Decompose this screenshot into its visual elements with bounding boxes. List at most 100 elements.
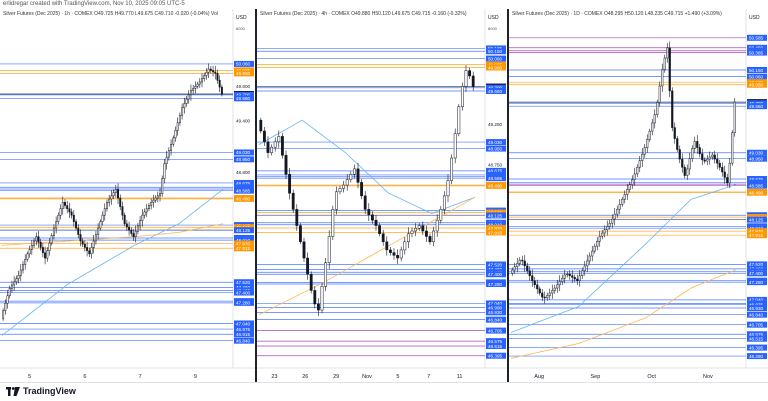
price-label-box (234, 237, 254, 244)
price-tick-label: 48.950 (749, 156, 763, 161)
price-label-box (486, 271, 506, 278)
candle-down (298, 225, 302, 243)
price-tick-label: 50.060 (236, 62, 250, 67)
candle-up (446, 180, 450, 197)
price-tick-label: 47.400 (749, 271, 763, 276)
candle-up (46, 250, 49, 259)
price-label-box (486, 167, 506, 174)
price-label-box (747, 232, 767, 239)
candle-down (302, 241, 306, 259)
chart-canvas-1d[interactable]: USD50.58550.45050.41050.38550.15050.0604… (509, 9, 768, 382)
candle-up (99, 221, 102, 229)
candle-down (83, 243, 86, 248)
candle-up (141, 214, 144, 221)
time-tick-label: Aug (534, 374, 544, 380)
price-tick-label: 47.040 (749, 298, 763, 303)
moving-average-orange (1, 223, 224, 246)
chart-title-4h: Silver Futures (Dec 2025) · 4h · COMEX O… (260, 11, 467, 17)
time-tick-label: 29 (333, 374, 339, 380)
candle-down (531, 275, 534, 281)
chart-panel-1h[interactable]: Silver Futures (Dec 2025) · 1h · COMEX O… (0, 9, 255, 382)
candle-down (468, 70, 472, 77)
candle-up (561, 277, 564, 282)
candle-up (352, 168, 356, 175)
price-tick-label: 47.915 (488, 230, 502, 235)
price-tick-label: 47.970 (749, 229, 763, 234)
chart-panel-4h[interactable]: Silver Futures (Dec 2025) · 4h · COMEX O… (257, 9, 507, 382)
price-tick-label: 47.915 (236, 246, 250, 251)
time-tick-label: 7 (139, 374, 142, 380)
price-tick-label: 50.060 (749, 74, 763, 79)
chart-canvas-4h[interactable]: USD800050.18550.15050.06049.98549.95049.… (257, 9, 507, 382)
price-tick-label: 47.520 (749, 262, 763, 267)
candle-down (521, 259, 524, 262)
panel-divider[interactable] (507, 9, 509, 382)
candle-up (453, 133, 457, 159)
candle-up (666, 47, 669, 59)
price-label-box (234, 299, 254, 306)
price-label-box (747, 176, 767, 183)
candle-up (205, 72, 208, 76)
panel-divider[interactable] (255, 9, 257, 382)
candle-up (108, 198, 111, 203)
candle-up (711, 154, 714, 158)
candle-down (280, 136, 284, 156)
candle-down (132, 233, 135, 237)
candle-up (603, 229, 606, 234)
candle-up (513, 266, 516, 271)
candle-down (385, 241, 389, 251)
time-tick-label: 9 (194, 374, 197, 380)
price-label-box (234, 240, 254, 247)
candle-up (203, 75, 206, 79)
price-tick-label: 48.585 (749, 183, 763, 188)
candle-up (103, 208, 106, 216)
price-label-box (486, 84, 506, 91)
price-label-box (234, 284, 254, 291)
candle-up (112, 192, 115, 197)
candle-up (435, 219, 439, 232)
price-tick-label: 49.950 (236, 71, 250, 76)
price-label-box (747, 149, 767, 156)
candle-down (360, 182, 364, 197)
price-tick-label: 49.800 (236, 84, 250, 89)
candle-up (30, 245, 33, 250)
candle-up (628, 184, 631, 190)
currency-label: USD (749, 15, 760, 21)
candle-up (663, 57, 666, 70)
candle-down (119, 197, 122, 207)
candle-down (374, 219, 378, 226)
candle-up (708, 156, 711, 160)
candle-up (691, 148, 694, 159)
chart-canvas-1h[interactable]: USD800050.06049.98549.95049.80049.71049.… (0, 9, 255, 382)
candle-up (101, 214, 104, 222)
candle-up (516, 263, 519, 267)
currency-label: USD (236, 15, 247, 21)
price-tick-label: 48.125 (749, 217, 763, 222)
price-label-box (486, 300, 506, 307)
candle-up (578, 275, 581, 281)
price-label-box (486, 139, 506, 146)
price-tick-label: 50.150 (488, 49, 502, 54)
currency-label: USD (488, 15, 499, 21)
candle-up (583, 265, 586, 272)
candle-down (678, 149, 681, 160)
chart-panel-1d[interactable]: Silver Futures (Dec 2025) · 1D · COMEX O… (509, 9, 768, 382)
price-label-box (747, 261, 767, 268)
candle-down (424, 230, 428, 237)
candle-up (688, 158, 691, 170)
candle-up (277, 136, 281, 143)
price-tick-label: 50.385 (749, 50, 763, 55)
tradingview-logo[interactable]: TradingView (6, 386, 76, 396)
candle-up (15, 278, 18, 283)
price-label-box (747, 311, 767, 318)
candle-down (291, 192, 295, 210)
candle-up (618, 204, 621, 210)
price-tick-label: 47.915 (749, 233, 763, 238)
candle-down (37, 236, 40, 243)
candle-up (631, 179, 634, 185)
candle-down (209, 68, 212, 71)
candle-down (370, 214, 374, 221)
price-label-box (234, 60, 254, 67)
price-label-box (747, 155, 767, 162)
price-label-box (234, 95, 254, 102)
